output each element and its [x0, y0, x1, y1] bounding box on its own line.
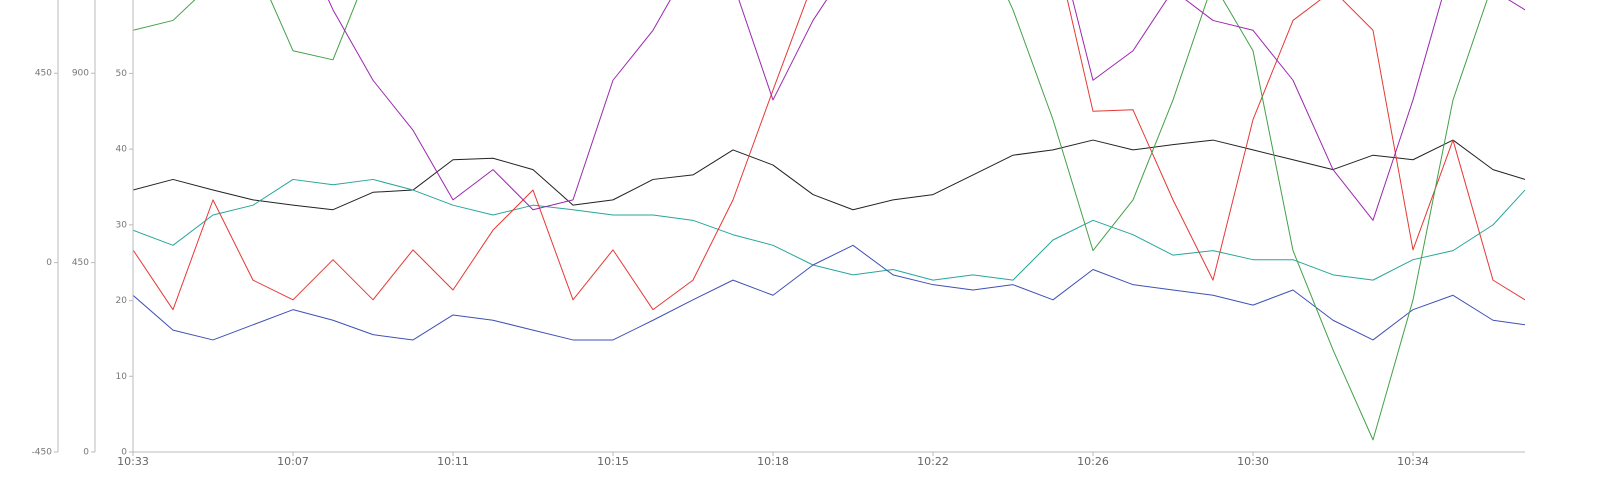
- x-tick-label: 10:15: [597, 455, 629, 468]
- x-tick-label: 10:30: [1237, 455, 1269, 468]
- series-line: [133, 0, 1526, 311]
- y-tick-label: 450: [72, 258, 89, 268]
- x-tick-label: 10:26: [1077, 455, 1109, 468]
- y-tick-label: 20: [116, 296, 128, 306]
- y-tick-label: 60: [116, 0, 128, 3]
- series-line: [133, 244, 1526, 341]
- series-line: [327, 0, 1526, 221]
- y-tick-label: 450: [35, 69, 52, 79]
- x-tick-label: 10:22: [917, 455, 949, 468]
- x-tick-label: 10:07: [277, 455, 309, 468]
- y-tick-label: -450: [32, 448, 53, 458]
- series-line: [133, 139, 1526, 211]
- x-tick-label: 10:33: [117, 455, 149, 468]
- y-tick-label: 0: [83, 448, 89, 458]
- y-tick-label: 50: [116, 69, 128, 79]
- x-tick-label: 10:18: [757, 455, 789, 468]
- y-tick-label: 40: [116, 145, 128, 155]
- series-line: [133, 0, 1488, 441]
- y-tick-label: 30: [116, 220, 128, 230]
- x-tick-label: 10:34: [1397, 455, 1429, 468]
- y-tick-label: 10: [116, 372, 128, 382]
- y-tick-label: 0: [46, 258, 52, 268]
- y-tick-label: 0: [121, 448, 127, 458]
- x-tick-label: 10:11: [437, 455, 469, 468]
- series-line: [133, 178, 1526, 281]
- y-tick-label: 900: [72, 69, 89, 79]
- plot-area: [133, 0, 1526, 441]
